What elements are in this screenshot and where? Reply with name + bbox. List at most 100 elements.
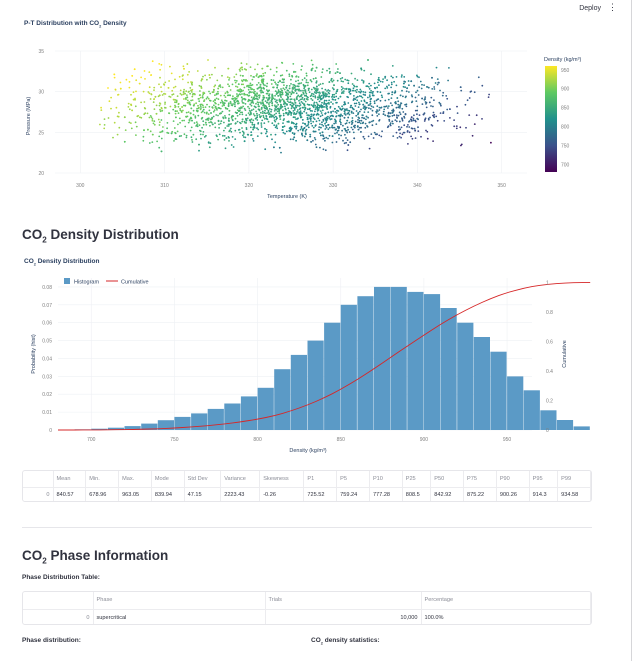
histogram-bar[interactable] — [523, 390, 540, 430]
scatter-point — [339, 95, 342, 98]
stats-col-header[interactable]: P25 — [402, 471, 432, 488]
scatter-point — [314, 138, 317, 141]
stats-col-header[interactable]: P95 — [529, 471, 559, 488]
histogram-bar[interactable] — [224, 403, 241, 431]
scatter-point — [215, 93, 218, 96]
scatter-point — [227, 103, 230, 105]
histogram-bar[interactable] — [556, 420, 574, 430]
scatter-point — [180, 135, 183, 137]
stats-col-header[interactable]: P50 — [430, 471, 465, 488]
histogram-bar[interactable] — [573, 426, 590, 430]
scatter-point — [227, 105, 230, 108]
stats-col-header[interactable]: Min. — [85, 471, 120, 488]
scatter-point — [238, 128, 241, 131]
histogram-bar[interactable] — [473, 337, 490, 430]
scatter-point — [261, 119, 264, 122]
scatter-point — [232, 146, 235, 148]
scatter-point — [436, 119, 439, 122]
histogram-bar[interactable] — [490, 351, 507, 430]
stats-col-header[interactable]: P10 — [369, 471, 403, 488]
histogram-bar[interactable] — [191, 413, 208, 430]
histogram-bar[interactable] — [290, 354, 307, 430]
histogram-bar[interactable] — [423, 294, 441, 430]
histogram-bar[interactable] — [174, 416, 191, 430]
scatter-point — [275, 115, 277, 118]
stats-table[interactable]: Mean Min. Max. Mode Std Dev Variance Skewness P… — [22, 470, 592, 502]
scatter-point — [250, 74, 252, 77]
scatter-point — [426, 86, 428, 88]
stats-col-header[interactable]: Mean — [53, 471, 87, 488]
histogram-bar[interactable] — [307, 340, 324, 430]
histogram-bar[interactable] — [107, 427, 125, 430]
histogram-chart[interactable]: 00.010.020.030.040.050.060.070.0800.20.4… — [0, 270, 632, 460]
scatter-point — [326, 117, 329, 120]
stats-col-header[interactable]: Mode — [151, 471, 185, 488]
histogram-bar[interactable] — [141, 423, 158, 430]
scatter-point — [190, 136, 193, 139]
scatter-point — [346, 139, 349, 141]
histogram-bar[interactable] — [157, 420, 174, 430]
scatter-point — [275, 66, 278, 69]
stats-col-header[interactable]: Skewness — [259, 471, 305, 488]
scatter-point — [174, 112, 177, 115]
phase-table[interactable]: Phase Trials Percentage 0 supercritical … — [22, 591, 592, 625]
histogram-legend[interactable]: Histogram Cumulative — [64, 278, 149, 286]
scatter-point — [199, 130, 202, 133]
stats-col-header[interactable]: Std Dev — [184, 471, 222, 488]
histogram-bar[interactable] — [357, 296, 374, 430]
scatter-point — [481, 84, 484, 87]
stats-col-header[interactable]: P90 — [496, 471, 530, 488]
histogram-bar[interactable] — [240, 396, 258, 430]
histogram-bar[interactable] — [124, 426, 141, 430]
histogram-bar[interactable] — [274, 369, 291, 430]
phase-cell-trials: 10,000 — [265, 609, 422, 624]
scatter-point — [322, 148, 325, 151]
scatter-point — [439, 112, 442, 114]
scatter-point — [302, 128, 304, 131]
scatter-point — [282, 112, 285, 115]
stats-col-header[interactable]: P5 — [336, 471, 370, 488]
scatter-point — [353, 84, 355, 87]
stats-col-header[interactable]: P75 — [463, 471, 497, 488]
table-row[interactable]: 0 840.57 678.96 963.05 839.94 47.15 2223.43 -0.… — [23, 487, 591, 501]
histogram-bar[interactable] — [207, 408, 224, 430]
scatter-point — [304, 89, 307, 91]
scatter-point — [202, 120, 205, 123]
scatter-point — [246, 93, 249, 96]
kebab-icon[interactable]: ⋮ — [608, 2, 617, 12]
phase-col-percentage[interactable]: Percentage — [421, 592, 591, 610]
phase-col-phase[interactable]: Phase — [93, 592, 266, 610]
scatter-point — [205, 134, 207, 137]
stats-col-header[interactable]: P99 — [557, 471, 591, 488]
histogram-bar[interactable] — [340, 304, 357, 430]
scatter-point — [348, 113, 351, 116]
deploy-button[interactable]: Deploy — [579, 5, 601, 12]
histogram-bar[interactable] — [374, 286, 391, 430]
scatter-point — [250, 134, 252, 137]
histogram-bar[interactable] — [91, 428, 108, 430]
histogram-bar[interactable] — [457, 322, 474, 430]
scatter-point — [258, 114, 261, 116]
scatter-point — [403, 76, 406, 78]
table-row[interactable]: 0 supercritical 10,000 100.0% — [23, 609, 591, 624]
stats-col-header[interactable]: P1 — [303, 471, 338, 488]
scatter-point — [209, 118, 212, 121]
histogram-bar[interactable] — [407, 291, 424, 430]
colorbar — [545, 66, 557, 172]
scatter-point — [346, 79, 349, 82]
histogram-bar[interactable] — [507, 376, 524, 430]
scatter-point — [487, 96, 490, 98]
histogram-bar[interactable] — [540, 410, 557, 430]
histogram-bar[interactable] — [324, 322, 341, 430]
scatter-point — [256, 87, 259, 90]
phase-col-trials[interactable]: Trials — [265, 592, 422, 610]
cumulative-line[interactable] — [57, 281, 591, 431]
histogram-bar[interactable] — [440, 308, 457, 430]
scatter-point — [225, 137, 228, 139]
histogram-bar[interactable] — [390, 286, 407, 430]
scatter-point — [310, 120, 312, 122]
stats-col-header[interactable]: Max. — [118, 471, 152, 488]
histogram-bar[interactable] — [257, 387, 274, 430]
stats-col-header[interactable]: Variance — [220, 471, 261, 488]
